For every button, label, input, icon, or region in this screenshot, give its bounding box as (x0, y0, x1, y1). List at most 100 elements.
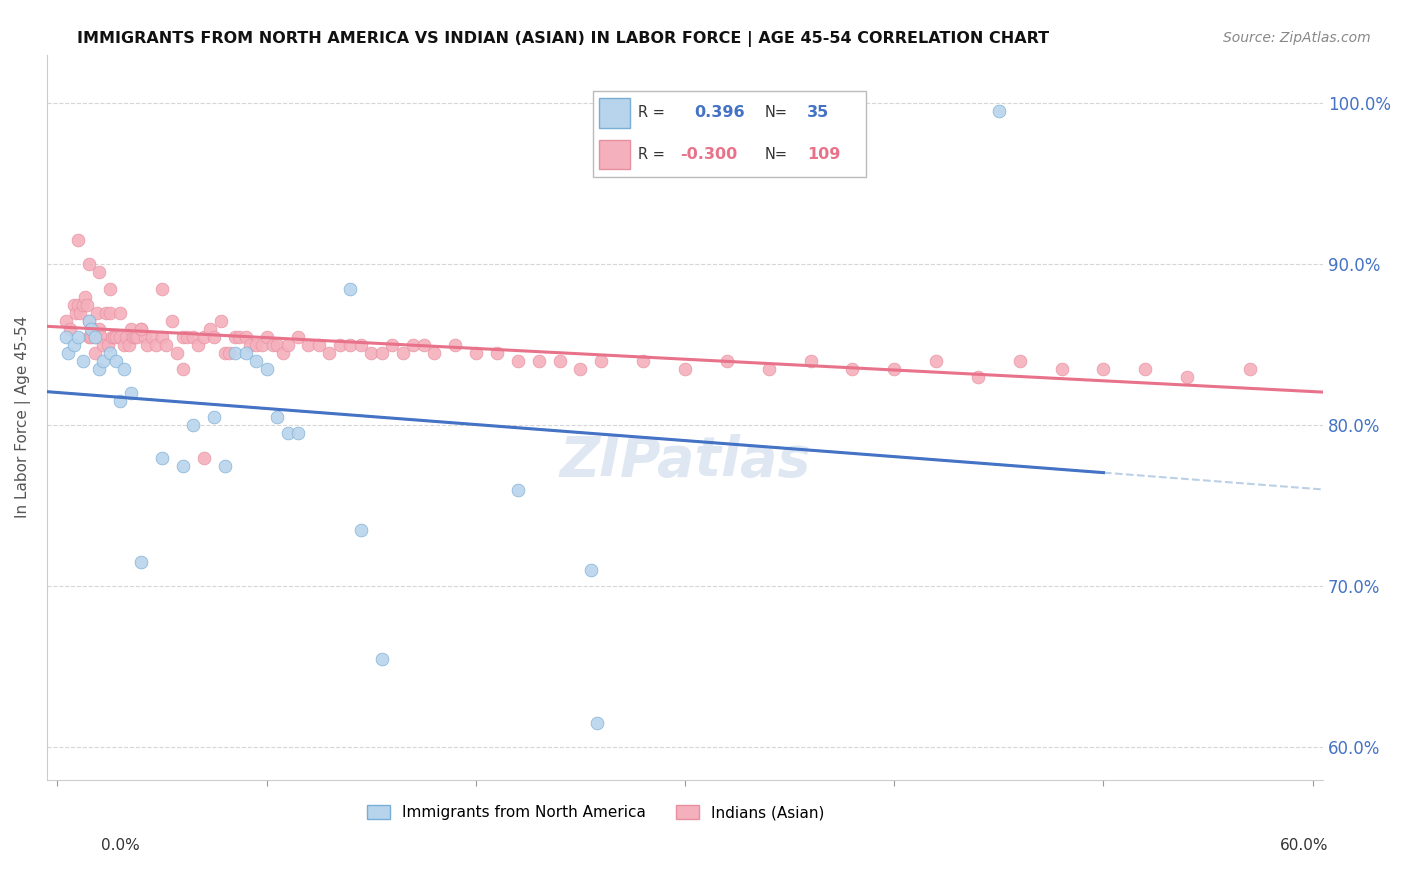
Point (129, 555, 152, 569)
Point (172, 458, 194, 473)
Point (239, 338, 262, 352)
Point (758, 362, 780, 376)
Point (202, 410, 225, 425)
Point (218, 346, 240, 360)
Point (134, 330, 156, 344)
Point (506, 354, 529, 368)
Point (121, 330, 143, 344)
Point (98, 282, 121, 296)
Text: N=: N= (765, 105, 787, 120)
Point (485, 346, 508, 360)
Text: 60.0%: 60.0% (1281, 838, 1329, 853)
Point (67, 330, 90, 344)
Point (318, 346, 340, 360)
Point (360, 346, 382, 360)
Point (527, 354, 550, 368)
Point (1175, 370, 1198, 384)
Point (273, 346, 295, 360)
Point (90, 330, 112, 344)
Point (69, 306, 91, 320)
Point (136, 338, 159, 352)
Text: 0.396: 0.396 (695, 105, 745, 120)
Point (105, 330, 128, 344)
Point (350, 338, 373, 352)
Point (93, 354, 115, 368)
Point (266, 338, 288, 352)
Text: R =: R = (638, 147, 665, 161)
Point (569, 362, 592, 376)
Point (89, 322, 111, 336)
FancyBboxPatch shape (593, 91, 866, 177)
Point (402, 338, 425, 352)
Point (287, 426, 309, 441)
Point (103, 330, 125, 344)
Point (120, 322, 142, 336)
Point (412, 338, 434, 352)
Point (883, 362, 905, 376)
Point (172, 330, 194, 344)
Point (308, 338, 330, 352)
Point (506, 483, 529, 497)
Text: R =: R = (638, 105, 665, 120)
Point (579, 563, 602, 577)
Point (129, 322, 152, 336)
Point (120, 386, 142, 401)
Point (72, 298, 94, 312)
Point (155, 338, 177, 352)
Point (266, 410, 288, 425)
Point (673, 362, 696, 376)
Point (183, 418, 205, 433)
Point (214, 346, 236, 360)
Point (277, 338, 299, 352)
Point (73, 290, 96, 304)
Legend: Immigrants from North America, Indians (Asian): Immigrants from North America, Indians (… (360, 799, 831, 826)
Point (80, 322, 103, 336)
Text: -0.300: -0.300 (681, 147, 738, 161)
Point (65, 306, 87, 320)
Point (464, 346, 486, 360)
Point (800, 354, 823, 368)
Point (86, 306, 108, 320)
Text: N=: N= (765, 147, 787, 161)
Point (101, 330, 124, 344)
Point (108, 306, 131, 320)
Point (245, 338, 267, 352)
Point (1050, 362, 1073, 376)
Point (228, 330, 250, 344)
Text: Source: ZipAtlas.com: Source: ZipAtlas.com (1223, 31, 1371, 45)
Point (202, 330, 225, 344)
Point (162, 314, 184, 328)
Point (1135, 362, 1157, 376)
Point (444, 338, 467, 352)
Point (80, 330, 103, 344)
Point (124, 330, 146, 344)
Point (224, 346, 246, 360)
Point (198, 322, 221, 336)
Y-axis label: In Labor Force | Age 45-54: In Labor Force | Age 45-54 (15, 317, 31, 518)
Point (77, 257, 100, 271)
Point (97, 338, 120, 352)
Point (77, 314, 100, 328)
Point (256, 362, 278, 376)
Point (98, 346, 121, 360)
Point (350, 523, 373, 537)
FancyBboxPatch shape (599, 98, 630, 128)
Point (55, 330, 77, 344)
Point (423, 346, 446, 360)
Point (841, 362, 863, 376)
Point (93, 338, 115, 352)
Point (297, 338, 319, 352)
Point (339, 282, 361, 296)
Point (209, 314, 232, 328)
Point (287, 330, 309, 344)
Point (67, 298, 90, 312)
Point (329, 338, 352, 352)
Point (183, 330, 205, 344)
Point (1239, 362, 1261, 376)
Point (1008, 354, 1031, 368)
Point (256, 330, 278, 344)
Point (84, 330, 107, 344)
Point (172, 362, 194, 376)
Point (586, 716, 609, 731)
Point (235, 330, 257, 344)
